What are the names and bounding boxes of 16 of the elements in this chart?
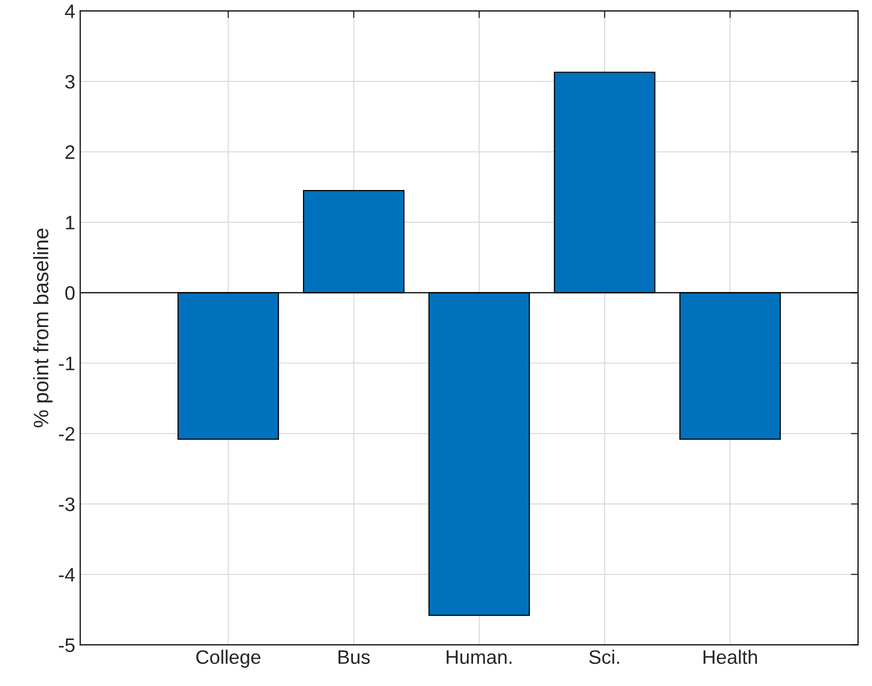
x-tick-label: College <box>196 650 260 668</box>
y-tick-label: -4 <box>58 568 75 582</box>
y-axis-title: % point from baseline <box>33 228 53 428</box>
y-tick-label: -1 <box>58 356 74 370</box>
y-tick-label: 2 <box>66 145 74 159</box>
y-tick-label: 1 <box>66 216 74 230</box>
x-tick-label: Sci. <box>589 650 620 664</box>
y-tick-label: 0 <box>65 286 75 300</box>
x-tick-label: Bus <box>338 650 370 664</box>
x-tick-label: Human. <box>446 650 512 664</box>
y-tick-label: 3 <box>65 74 75 89</box>
x-tick-label: Health <box>704 650 757 664</box>
y-tick-label: -3 <box>58 497 75 512</box>
y-tick-label: -5 <box>58 638 75 652</box>
y-tick-label: -2 <box>58 427 74 441</box>
y-tick-label: 4 <box>64 4 75 18</box>
